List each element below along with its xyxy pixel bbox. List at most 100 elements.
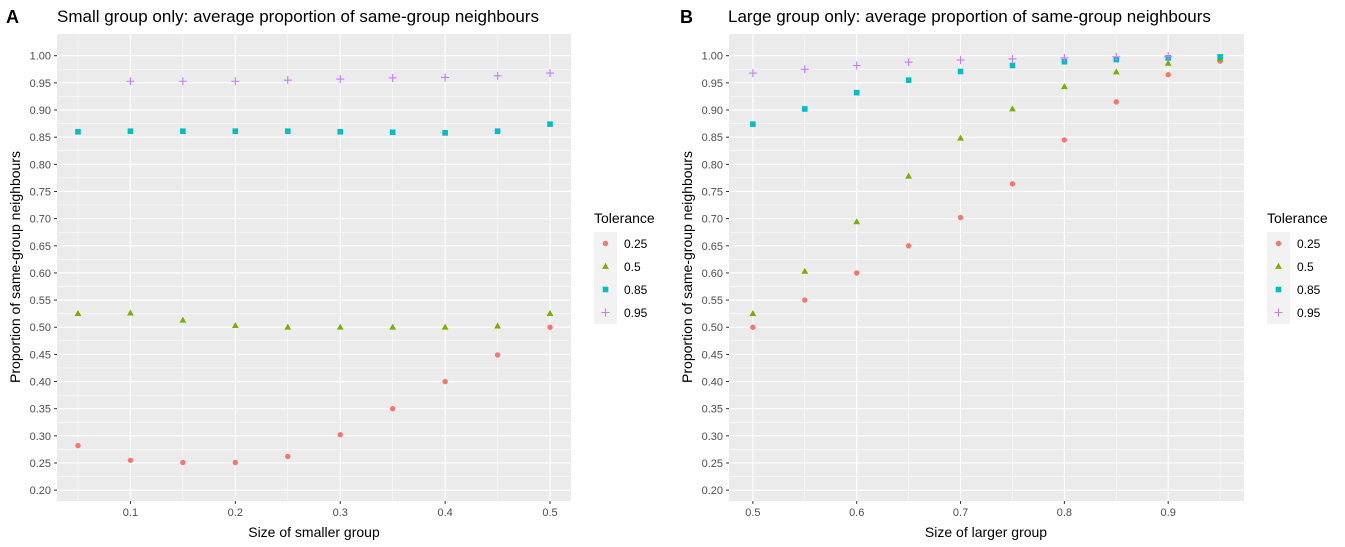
data-point bbox=[853, 218, 861, 225]
y-tick-label: 0.80 bbox=[30, 159, 51, 171]
data-point bbox=[336, 75, 345, 84]
data-point bbox=[180, 459, 186, 466]
data-point bbox=[336, 323, 344, 330]
y-tick-label: 0.35 bbox=[30, 404, 51, 416]
legend: Tolerance 0.25 0.5 0.85 0.95 bbox=[594, 210, 655, 324]
data-point bbox=[1009, 181, 1016, 187]
x-tick-label: 0.3 bbox=[333, 507, 348, 519]
y-tick-label: 0.30 bbox=[702, 431, 723, 443]
data-point bbox=[750, 121, 756, 127]
data-point bbox=[750, 324, 756, 330]
data-point bbox=[232, 459, 239, 466]
legend-marker bbox=[601, 308, 610, 317]
x-tick-label: 0.2 bbox=[228, 507, 243, 519]
chart-title: Large group only: average proportion of … bbox=[728, 7, 1211, 26]
data-point bbox=[232, 128, 239, 135]
y-tick-label: 0.75 bbox=[702, 186, 723, 198]
data-point bbox=[285, 453, 291, 460]
y-tick-label: 0.50 bbox=[30, 322, 51, 334]
data-point bbox=[1112, 52, 1121, 61]
y-tick-label: 0.45 bbox=[30, 349, 51, 361]
data-point bbox=[547, 324, 553, 330]
data-point bbox=[283, 76, 292, 85]
x-tick-label: 0.8 bbox=[1057, 507, 1072, 519]
legend: Tolerance 0.25 0.5 0.85 0.95 bbox=[1267, 210, 1328, 324]
y-tick-label: 0.60 bbox=[30, 268, 51, 280]
x-axis-label: Size of larger group bbox=[925, 524, 1047, 540]
data-point bbox=[1060, 83, 1068, 90]
legend-label: 0.25 bbox=[1297, 237, 1321, 251]
x-tick-label: 0.1 bbox=[123, 507, 138, 519]
data-point bbox=[494, 128, 501, 135]
data-point bbox=[389, 129, 396, 136]
legend-title: Tolerance bbox=[1267, 210, 1328, 226]
data-point bbox=[1008, 54, 1017, 63]
data-point bbox=[231, 77, 240, 86]
y-tick-label: 0.95 bbox=[702, 78, 723, 90]
data-point bbox=[957, 68, 964, 75]
data-point bbox=[957, 134, 964, 141]
data-point bbox=[442, 130, 448, 136]
y-tick-label: 0.95 bbox=[30, 78, 51, 90]
x-tick-label: 0.6 bbox=[849, 507, 864, 519]
data-point bbox=[178, 77, 187, 86]
y-tick-label: 0.60 bbox=[702, 268, 723, 280]
panel-b: B Large group only: average proportion o… bbox=[679, 7, 1328, 540]
y-tick-label: 0.55 bbox=[702, 295, 723, 307]
data-point bbox=[801, 267, 809, 274]
data-point bbox=[75, 128, 81, 135]
plot-background bbox=[57, 34, 571, 501]
legend-label: 0.95 bbox=[624, 306, 648, 320]
data-point bbox=[1061, 137, 1068, 143]
data-point bbox=[801, 106, 808, 112]
data-point bbox=[494, 352, 501, 358]
data-point bbox=[389, 405, 396, 412]
y-axis-label: Proportion of same-group neighbours bbox=[7, 151, 23, 383]
data-point bbox=[1060, 53, 1069, 62]
x-axis: 0.5 0.6 0.7 0.8 0.9 bbox=[745, 501, 1176, 519]
legend-label: 0.25 bbox=[624, 237, 648, 251]
data-point bbox=[441, 73, 450, 82]
data-point bbox=[1217, 54, 1223, 60]
legend-title: Tolerance bbox=[594, 210, 655, 226]
data-point bbox=[956, 56, 965, 65]
y-tick-label: 0.85 bbox=[702, 132, 723, 144]
y-tick-label: 0.20 bbox=[702, 485, 723, 497]
y-tick-label: 0.40 bbox=[30, 377, 51, 389]
y-tick-label: 0.65 bbox=[702, 241, 723, 253]
data-point bbox=[127, 128, 134, 135]
data-point bbox=[180, 128, 186, 135]
data-point bbox=[904, 58, 913, 67]
data-point bbox=[75, 442, 81, 449]
data-point bbox=[546, 69, 555, 78]
data-point bbox=[179, 316, 187, 323]
data-points bbox=[748, 52, 1224, 330]
data-point bbox=[388, 73, 397, 82]
y-tick-label: 0.35 bbox=[702, 404, 723, 416]
data-point bbox=[905, 77, 912, 83]
y-tick-label: 0.85 bbox=[30, 132, 51, 144]
data-point bbox=[749, 310, 757, 317]
data-point bbox=[957, 214, 964, 221]
data-point bbox=[126, 77, 135, 86]
data-point bbox=[1164, 59, 1172, 66]
legend-marker bbox=[1275, 286, 1282, 293]
x-tick-label: 0.5 bbox=[745, 507, 760, 519]
data-point bbox=[494, 322, 501, 329]
data-point bbox=[802, 297, 808, 303]
legend-marker bbox=[1274, 308, 1283, 317]
data-point bbox=[905, 172, 913, 179]
data-point bbox=[852, 61, 861, 70]
x-tick-label: 0.4 bbox=[437, 507, 452, 519]
y-tick-label: 0.80 bbox=[702, 159, 723, 171]
data-point bbox=[284, 323, 292, 330]
legend-marker bbox=[602, 262, 609, 269]
data-point bbox=[1009, 62, 1016, 69]
y-tick-label: 0.30 bbox=[30, 431, 51, 443]
y-tick-label: 1.00 bbox=[30, 51, 51, 63]
data-point bbox=[800, 65, 809, 74]
data-point bbox=[853, 89, 860, 96]
legend-marker bbox=[602, 286, 609, 293]
y-tick-label: 0.90 bbox=[702, 105, 723, 117]
legend-label: 0.5 bbox=[1297, 260, 1314, 274]
